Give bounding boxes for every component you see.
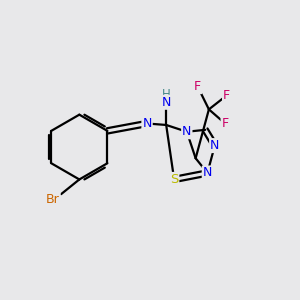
Text: F: F <box>221 117 229 130</box>
Text: H: H <box>162 88 171 100</box>
Text: N: N <box>182 125 191 138</box>
Text: N: N <box>142 117 152 130</box>
Text: Br: Br <box>46 193 60 206</box>
Text: N: N <box>203 167 212 179</box>
Text: F: F <box>194 80 201 93</box>
Text: S: S <box>170 173 178 186</box>
Text: N: N <box>210 139 220 152</box>
Text: F: F <box>223 89 230 102</box>
Text: N: N <box>161 96 171 109</box>
